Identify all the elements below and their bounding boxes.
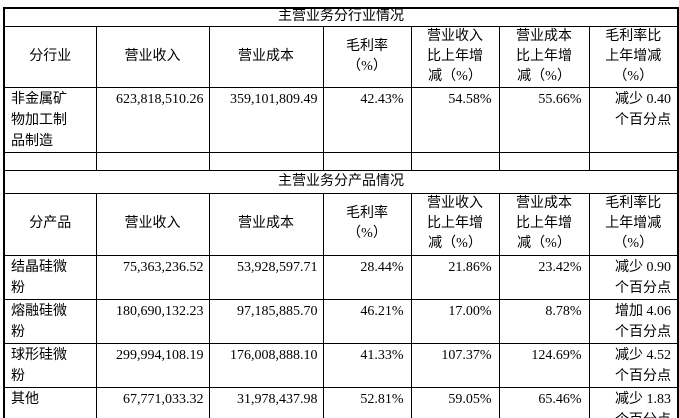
product-data-row: 熔融硅微 粉 180,690,132.23 97,185,885.70 46.2… [3,298,679,344]
cell-revenue-yoy: 54.58% [410,86,500,153]
industry-header-row: 分行业 营业收入 营业成本 毛利率 （%） 营业收入 比上年增 减（%） 营业成… [3,25,679,88]
row-label: 熔融硅微 粉 [3,298,97,344]
cell-margin-yoy: 减少 0.40 个百分点 [588,86,679,153]
column-header-revenue: 营业收入 [95,192,210,256]
column-header-revenue-yoy: 营业收入 比上年增 减（%） [410,192,500,256]
cell-gross-margin: 46.21% [322,298,412,344]
empty-cell [322,151,412,171]
cell-revenue-yoy: 17.00% [410,298,500,344]
empty-cell [208,151,324,171]
empty-cell [588,151,679,171]
empty-cell [498,151,590,171]
cell-revenue: 75,363,236.52 [95,254,210,300]
empty-row [3,151,679,171]
column-header-gross-margin: 毛利率 （%） [322,192,412,256]
column-header-product: 分产品 [3,192,97,256]
cell-cost-yoy: 23.42% [498,254,590,300]
row-label: 非金属矿 物加工制 品制造 [3,86,97,153]
cell-cost: 176,008,888.10 [208,342,324,388]
column-header-industry: 分行业 [3,25,97,88]
column-header-margin-yoy: 毛利率比 上年增减 （%） [588,192,679,256]
main-business-table: 主营业务分行业情况 分行业 营业收入 营业成本 毛利率 （%） 营业收入 比上年… [3,7,679,418]
cell-margin-yoy: 减少 1.83 个百分点 [588,386,679,418]
row-label: 结晶硅微 粉 [3,254,97,300]
empty-cell [3,151,97,171]
cell-cost-yoy: 65.46% [498,386,590,418]
cell-gross-margin: 42.43% [322,86,412,153]
column-header-margin-yoy: 毛利率比 上年增减 （%） [588,25,679,88]
product-header-row: 分产品 营业收入 营业成本 毛利率 （%） 营业收入 比上年增 减（%） 营业成… [3,192,679,256]
cell-gross-margin: 41.33% [322,342,412,388]
product-data-row: 球形硅微 粉 299,994,108.19 176,008,888.10 41.… [3,342,679,388]
row-label: 其他 [3,386,97,418]
cell-revenue-yoy: 21.86% [410,254,500,300]
industry-data-row: 非金属矿 物加工制 品制造 623,818,510.26 359,101,809… [3,86,679,153]
cell-cost-yoy: 55.66% [498,86,590,153]
column-header-revenue: 营业收入 [95,25,210,88]
cell-gross-margin: 52.81% [322,386,412,418]
column-header-cost: 营业成本 [208,192,324,256]
empty-cell [95,151,210,171]
empty-cell [410,151,500,171]
cell-gross-margin: 28.44% [322,254,412,300]
cell-cost: 359,101,809.49 [208,86,324,153]
cell-cost: 97,185,885.70 [208,298,324,344]
column-header-cost-yoy: 营业成本 比上年增 减（%） [498,25,590,88]
section-industry-title-row: 主营业务分行业情况 [3,7,679,27]
cell-revenue-yoy: 59.05% [410,386,500,418]
section-product-title-row: 主营业务分产品情况 [3,169,679,194]
cell-margin-yoy: 减少 0.90 个百分点 [588,254,679,300]
cell-cost-yoy: 124.69% [498,342,590,388]
section-title-product: 主营业务分产品情况 [3,169,679,194]
section-title-industry: 主营业务分行业情况 [3,7,679,27]
cell-cost: 53,928,597.71 [208,254,324,300]
product-data-row: 其他 67,771,033.32 31,978,437.98 52.81% 59… [3,386,679,418]
cell-revenue: 623,818,510.26 [95,86,210,153]
column-header-cost-yoy: 营业成本 比上年增 减（%） [498,192,590,256]
cell-margin-yoy: 增加 4.06 个百分点 [588,298,679,344]
cell-revenue: 299,994,108.19 [95,342,210,388]
row-label: 球形硅微 粉 [3,342,97,388]
cell-revenue: 180,690,132.23 [95,298,210,344]
cell-margin-yoy: 减少 4.52 个百分点 [588,342,679,388]
cell-revenue: 67,771,033.32 [95,386,210,418]
cell-cost: 31,978,437.98 [208,386,324,418]
product-data-row: 结晶硅微 粉 75,363,236.52 53,928,597.71 28.44… [3,254,679,300]
column-header-cost: 营业成本 [208,25,324,88]
column-header-revenue-yoy: 营业收入 比上年增 减（%） [410,25,500,88]
cell-revenue-yoy: 107.37% [410,342,500,388]
cell-cost-yoy: 8.78% [498,298,590,344]
column-header-gross-margin: 毛利率 （%） [322,25,412,88]
